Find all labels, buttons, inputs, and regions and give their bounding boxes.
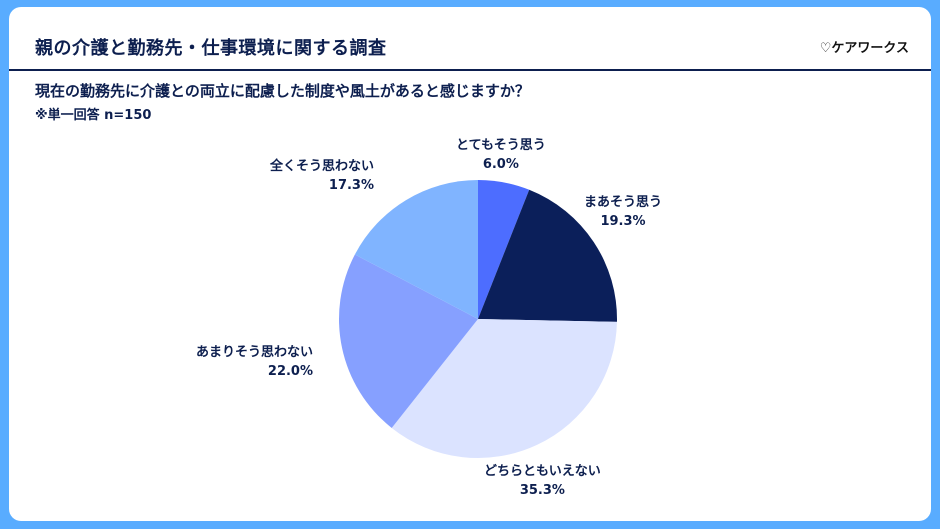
- label-text: あまりそう思わない: [196, 345, 314, 360]
- sample-note: ※単一回答 n=150: [35, 108, 152, 123]
- label-strongly-agree: とてもそう思う 6.0%: [456, 136, 546, 174]
- label-percent: 22.0%: [267, 364, 314, 379]
- pie-chart: [339, 180, 617, 459]
- label-neutral: どちらともいえない 35.3%: [484, 462, 601, 500]
- label-strongly-disagree: 全くそう思わない 17.3%: [270, 157, 374, 195]
- label-percent: 19.3%: [600, 214, 646, 229]
- label-text: まあそう思う: [584, 195, 663, 210]
- pie-slice: [354, 180, 478, 319]
- label-percent: 6.0%: [482, 157, 519, 172]
- label-percent: 17.3%: [328, 178, 375, 193]
- label-somewhat-disagree: あまりそう思わない 22.0%: [196, 343, 313, 381]
- header-divider: [9, 69, 931, 71]
- survey-question: 現在の勤務先に介護との両立に配慮した制度や風土があると感じますか？: [35, 82, 530, 100]
- label-somewhat-agree: まあそう思う 19.3%: [584, 193, 662, 231]
- label-text: とてもそう思う: [456, 138, 546, 153]
- pie-slice: [478, 180, 530, 319]
- page-title: 親の介護と勤務先・仕事環境に関する調査: [35, 38, 387, 59]
- label-text: どちらともいえない: [484, 464, 601, 479]
- pie-slice: [478, 189, 617, 322]
- brand-logo: ♡ケアワークス: [819, 41, 909, 56]
- pie-slice: [339, 254, 478, 428]
- pie-slice: [391, 319, 617, 459]
- label-percent: 35.3%: [519, 483, 565, 498]
- label-text: 全くそう思わない: [270, 159, 375, 174]
